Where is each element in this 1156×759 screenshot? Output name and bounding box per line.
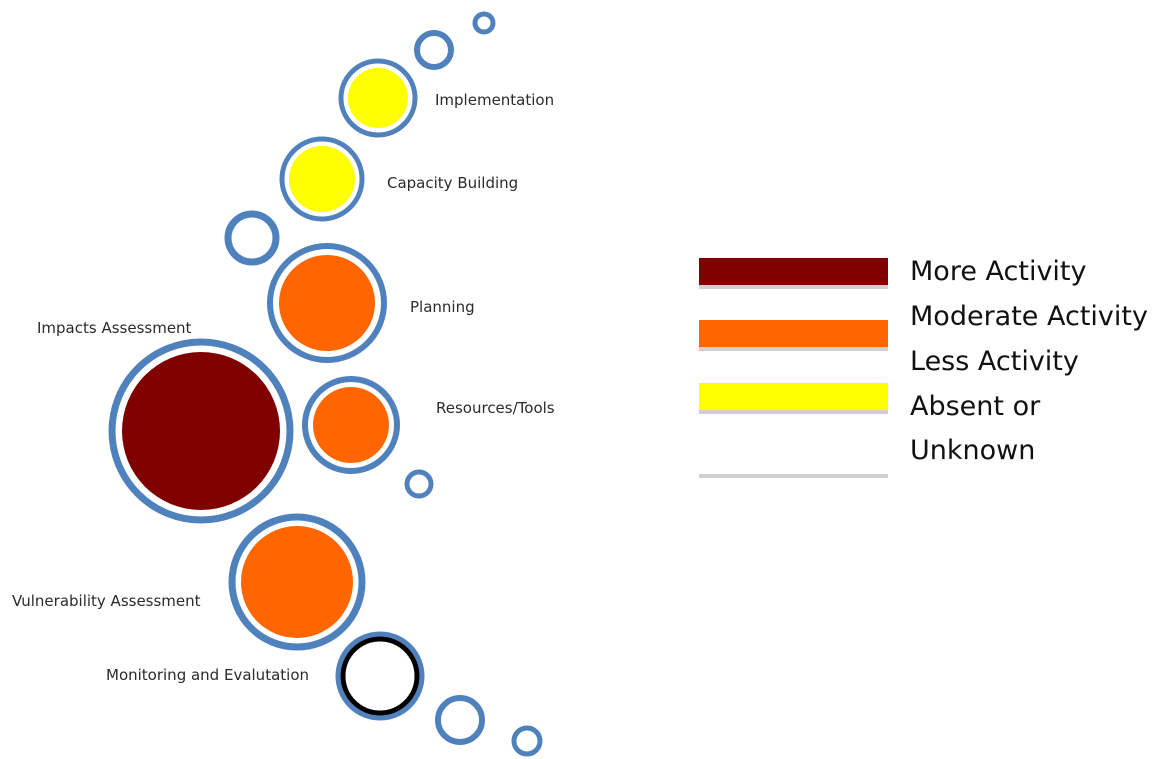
bubble-capacity-building [279,136,365,222]
legend-label-moderate: Moderate Activity [910,301,1148,332]
legend-swatch-absent [699,447,888,478]
label-impacts-assessment: Impacts Assessment [37,319,192,337]
label-planning: Planning [410,298,475,316]
bubble-vulnerability-assessment [228,513,366,651]
legend-label-absent: Absent or [910,391,1041,422]
legend-label-more: More Activity [910,256,1087,287]
bubble-impacts-assessment [108,338,294,524]
legend-label-unknown: Unknown [910,435,1036,466]
legend-label-less: Less Activity [910,346,1079,377]
label-implementation: Implementation [435,91,555,109]
legend-swatch-moderate [699,320,888,351]
label-monitoring-evaluation: Monitoring and Evalutation [106,666,309,684]
label-capacity-building: Capacity Building [387,174,519,192]
decorative-ring [435,695,485,745]
decorative-ring [472,11,496,35]
decorative-ring [404,469,434,499]
legend-swatch-more [699,258,888,289]
bubble-resources-tools [302,376,400,474]
decorative-ring [224,210,280,266]
bubble-planning [267,243,387,363]
bubble-monitoring-evaluation [335,631,425,721]
bubble-implementation [338,58,418,138]
label-vulnerability-assessment: Vulnerability Assessment [12,592,201,610]
label-resources-tools: Resources/Tools [436,399,555,417]
decorative-ring [511,725,543,757]
legend-swatch-less [699,383,888,414]
decorative-ring [414,30,454,70]
